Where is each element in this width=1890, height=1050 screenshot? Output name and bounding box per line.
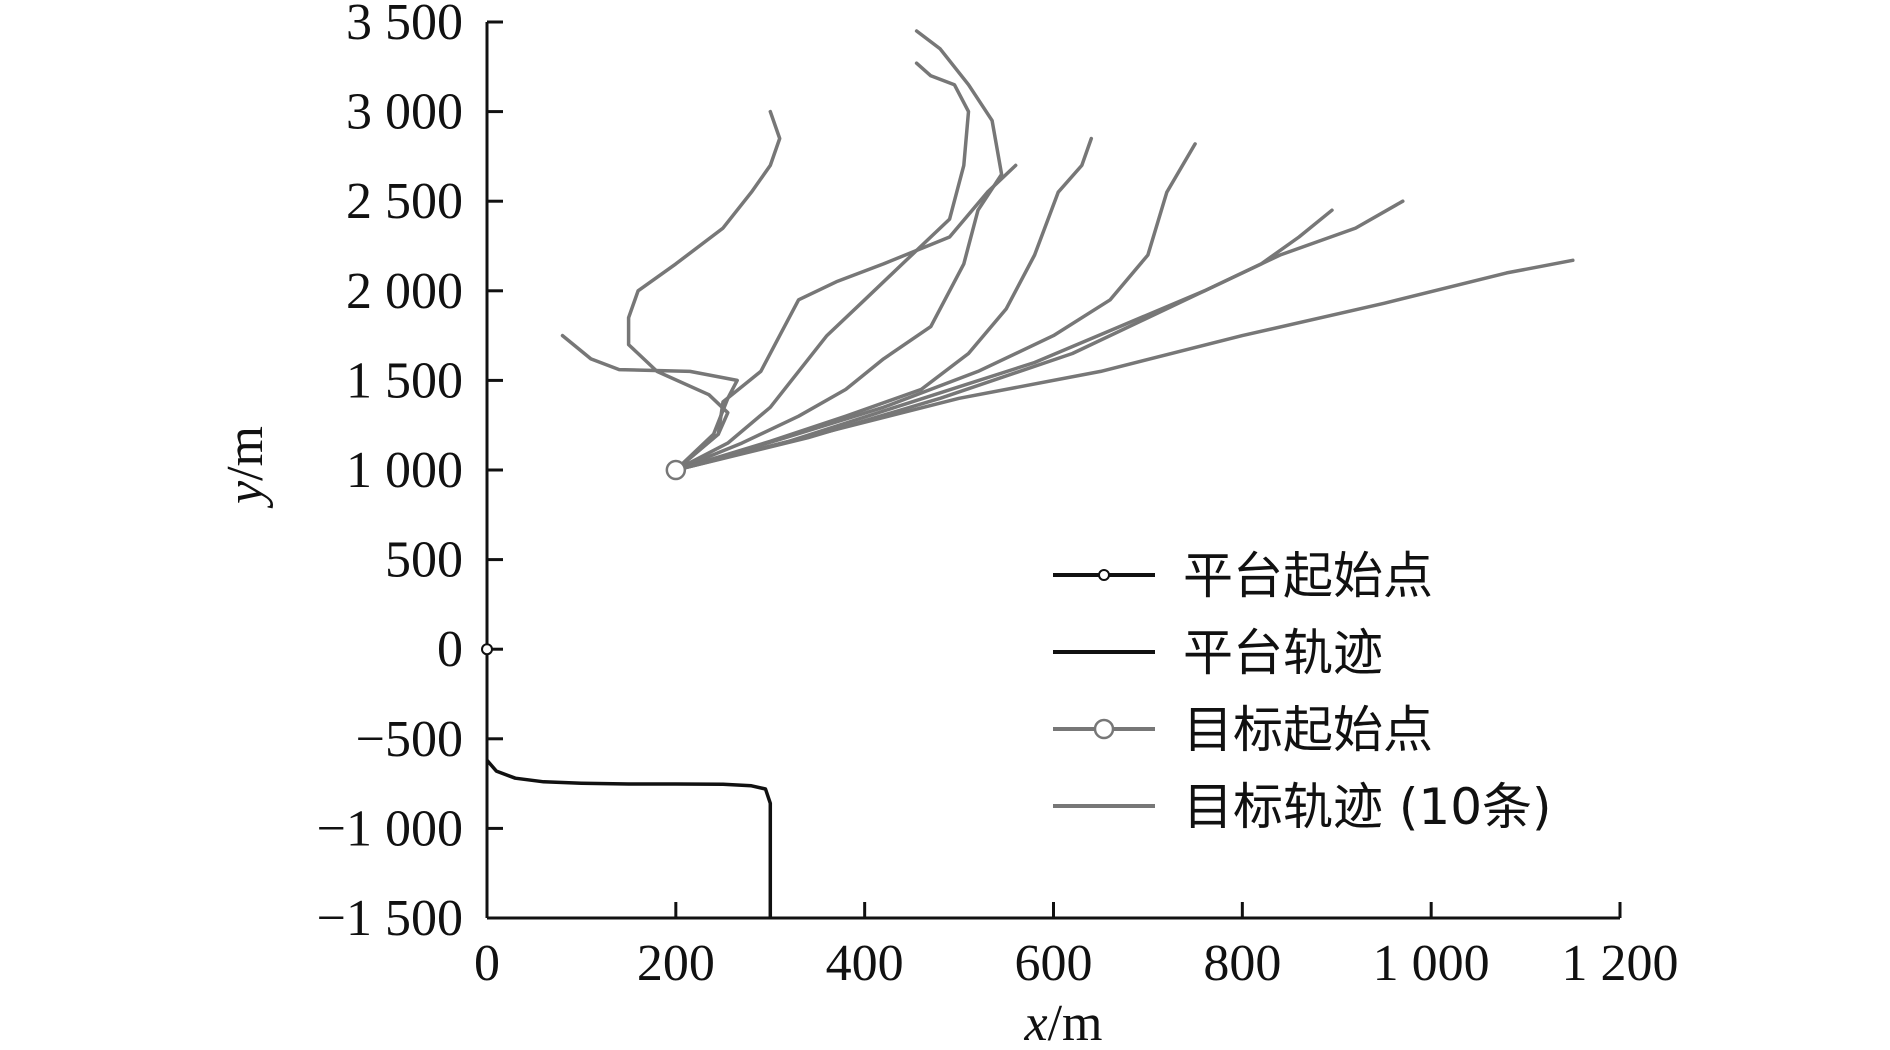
y-tick-label--1500: −1 500 [317,890,463,947]
y-axis-unit: /m [217,426,274,481]
target-track-line-7 [674,142,1197,472]
y-tick-label-0: 0 [437,621,463,678]
axes: 0 200 400 600 800 1 000 1 200 −1 500 −1 000 −500… [317,0,1679,992]
legend-item-target-start: 目标起始点 [1053,701,1433,759]
y-tick-label--500: −500 [356,711,463,768]
x-axis-unit: /m [1048,995,1103,1050]
y-tick-label-1000: 1 000 [346,442,463,499]
legend-item-target-track: 目标轨迹 (10条) [1053,778,1552,836]
x-tick-label-600: 600 [1015,935,1093,992]
x-tick-label-1000: 1 000 [1373,935,1490,992]
legend-label-target-start: 目标起始点 [1183,701,1433,759]
platform-start-marker [481,643,493,656]
target-track-line-4 [674,61,971,472]
target-track-line-8 [674,208,1334,472]
legend-label-platform-start: 平台起始点 [1183,547,1433,605]
x-tick-label-800: 800 [1203,935,1281,992]
legend-item-platform-start: 平台起始点 [1053,547,1433,605]
y-tick-label-3000: 3 000 [346,84,463,141]
target-track-line-10 [674,258,1575,472]
y-tick-label--1000: −1 000 [317,800,463,857]
target-track-line-3 [674,163,1018,472]
y-ticks: −1 500 −1 000 −500 0 500 1 000 1 500 2 000 2 500… [317,0,503,947]
y-axis-var: y [217,480,274,509]
y-tick-label-500: 500 [385,532,463,589]
target-start-marker [665,459,687,481]
target-track-line-6 [674,136,1094,472]
series-group [485,29,1575,918]
legend: 平台起始点 平台轨迹 目标起始点 目标轨迹 (10条) [1053,547,1552,836]
y-tick-label-2500: 2 500 [346,173,463,230]
y-tick-label-3500: 3 500 [346,0,463,51]
legend-item-platform-track: 平台轨迹 [1053,624,1383,682]
legend-marker-target-start [1093,718,1115,740]
target-track-line-5 [674,29,1004,472]
legend-marker-platform-start [1098,569,1110,581]
y-tick-label-1500: 1 500 [346,352,463,409]
x-tick-label-200: 200 [637,935,715,992]
legend-label-platform-track: 平台轨迹 [1183,624,1383,682]
x-tick-label-1200: 1 200 [1562,935,1679,992]
x-axis-var: x [1024,995,1048,1050]
marker-group [481,459,687,656]
x-tick-label-0: 0 [474,935,500,992]
target-track-line-2 [626,109,782,472]
y-tick-label-2000: 2 000 [346,263,463,320]
x-axis-title: x/m [1024,995,1103,1050]
legend-label-target-track: 目标轨迹 (10条) [1183,778,1552,836]
y-axis-title: y/m [217,426,274,509]
x-ticks: 0 200 400 600 800 1 000 1 200 [474,902,1679,992]
x-tick-label-400: 400 [826,935,904,992]
platform-track-line [485,759,773,918]
target-track-line-1 [560,333,739,472]
